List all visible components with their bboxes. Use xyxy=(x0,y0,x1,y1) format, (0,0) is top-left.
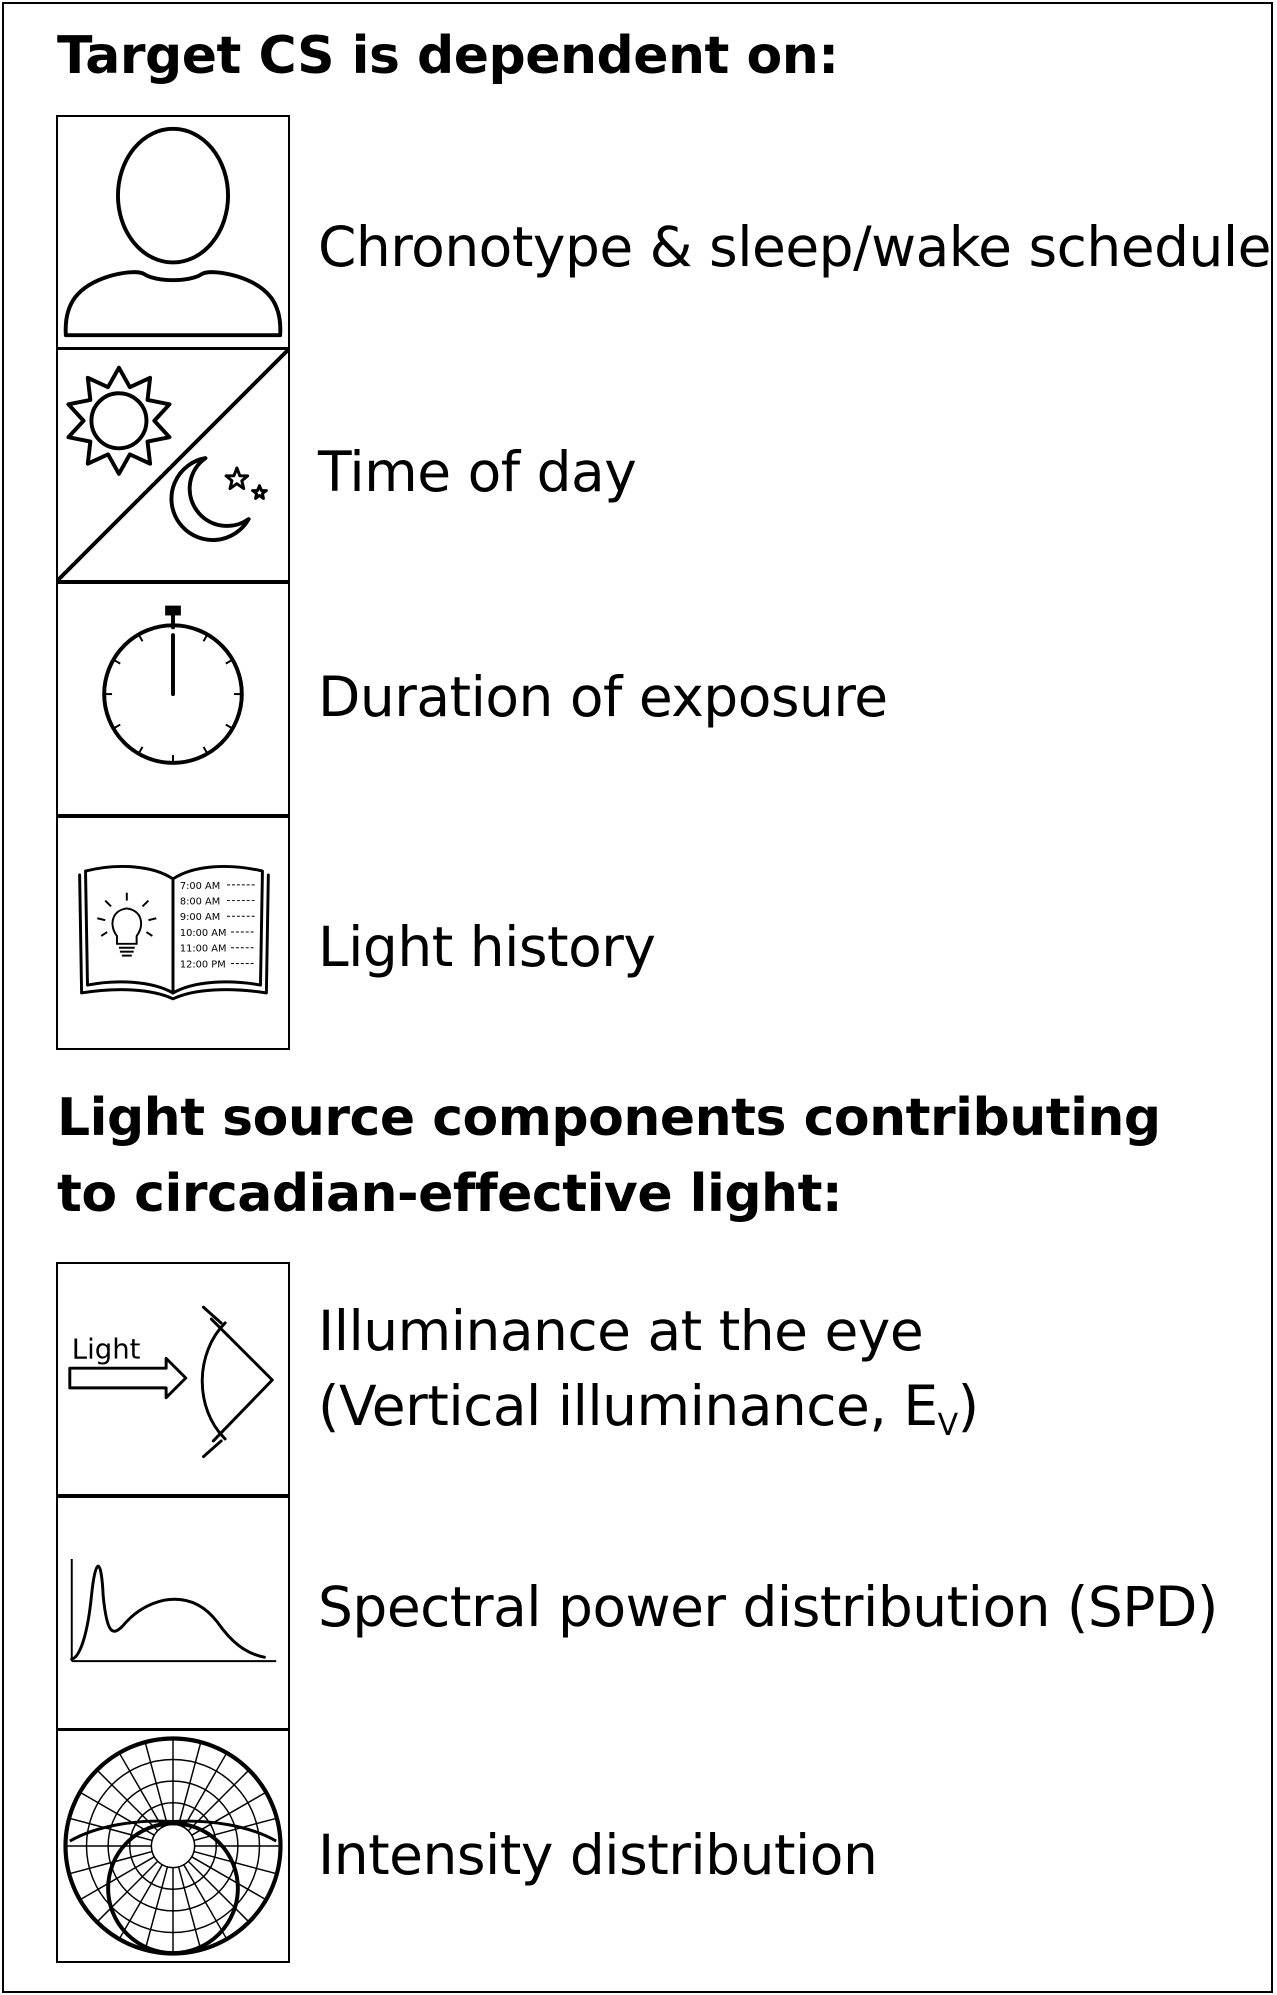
section1-heading: Target CS is dependent on: xyxy=(57,26,839,86)
label-time-of-day: Time of day xyxy=(318,440,637,504)
polar-spoke xyxy=(70,1850,153,1875)
label-illuminance-line1: Illuminance at the eye xyxy=(318,1299,924,1363)
polar-spoke xyxy=(80,1792,155,1836)
polar-distribution-icon xyxy=(63,1736,283,1956)
polar-spoke xyxy=(70,1817,153,1842)
stopwatch-icon xyxy=(102,605,244,765)
polar-spoke xyxy=(144,1743,169,1826)
label-intensity: Intensity distribution xyxy=(318,1823,878,1887)
stopwatch-tick xyxy=(112,723,121,730)
polar-spoke xyxy=(183,1864,227,1939)
polar-spoke xyxy=(193,1817,276,1842)
book-time-entry: 11:00 AM xyxy=(180,944,227,955)
sun-icon xyxy=(66,365,172,476)
label-light-history: Light history xyxy=(318,915,656,979)
section2-heading: Light source components contributing to … xyxy=(57,1088,1161,1224)
tile-duration xyxy=(56,582,290,816)
polar-spoke xyxy=(193,1850,276,1875)
book-time-entry: 12:00 PM xyxy=(180,959,226,970)
polar-spoke xyxy=(97,1860,159,1922)
moon-icon xyxy=(169,456,268,542)
book-time-entry: 8:00 AM xyxy=(180,896,220,907)
polar-spoke xyxy=(183,1753,227,1828)
label-duration: Duration of exposure xyxy=(318,665,888,729)
polar-spoke xyxy=(187,1860,249,1922)
stopwatch-tick xyxy=(225,658,234,665)
stopwatch-tick xyxy=(202,746,209,755)
tile-spd xyxy=(56,1496,290,1730)
label-illuminance-line2: (Vertical illuminance, EV) xyxy=(318,1374,979,1443)
polar-spoke xyxy=(119,1864,163,1939)
tile-time-of-day xyxy=(56,348,290,582)
sun-moon-icon xyxy=(58,350,288,580)
book-lightbulb-icon: 7:00 AM 8:00 AM 9:00 AM 10:00 AM 11:00 AM 12:… xyxy=(78,865,270,1001)
book-time-entry: 9:00 AM xyxy=(180,912,220,923)
book-time-entry: 10:00 AM xyxy=(180,928,227,939)
label-chronotype: Chronotype & sleep/wake schedule xyxy=(318,215,1271,279)
stopwatch-tick xyxy=(137,746,144,755)
polar-spoke xyxy=(144,1866,169,1949)
tile-illuminance: Light xyxy=(56,1262,290,1496)
book-time-entry: 7:00 AM xyxy=(180,881,220,892)
stopwatch-tick xyxy=(137,634,144,642)
light-to-eye-icon: Light xyxy=(68,1305,274,1459)
label-spd: Spectral power distribution (SPD) xyxy=(318,1575,1218,1639)
person-icon xyxy=(63,126,283,338)
polar-ring xyxy=(150,1823,196,1869)
spd-curve-icon xyxy=(70,1558,277,1663)
polar-spoke xyxy=(177,1866,202,1949)
polar-spoke xyxy=(119,1753,163,1828)
label-illuminance: Illuminance at the eye (Vertical illumin… xyxy=(318,1294,979,1444)
lightbulb-icon xyxy=(97,892,157,957)
distribution-curve xyxy=(69,1819,277,1843)
polar-spoke xyxy=(177,1743,202,1826)
tile-intensity xyxy=(56,1729,290,1963)
stopwatch-tick xyxy=(202,634,209,642)
polar-outer-ring xyxy=(63,1736,283,1956)
polar-spoke xyxy=(80,1856,155,1900)
polar-spoke xyxy=(191,1792,266,1836)
stopwatch-tick xyxy=(225,723,234,730)
tile-chronotype xyxy=(56,115,290,349)
polar-spoke xyxy=(191,1856,266,1900)
light-icon-text: Light xyxy=(72,1333,141,1365)
tile-light-history: 7:00 AM 8:00 AM 9:00 AM 10:00 AM 11:00 AM 12:… xyxy=(56,816,290,1050)
stopwatch-tick xyxy=(112,658,121,665)
